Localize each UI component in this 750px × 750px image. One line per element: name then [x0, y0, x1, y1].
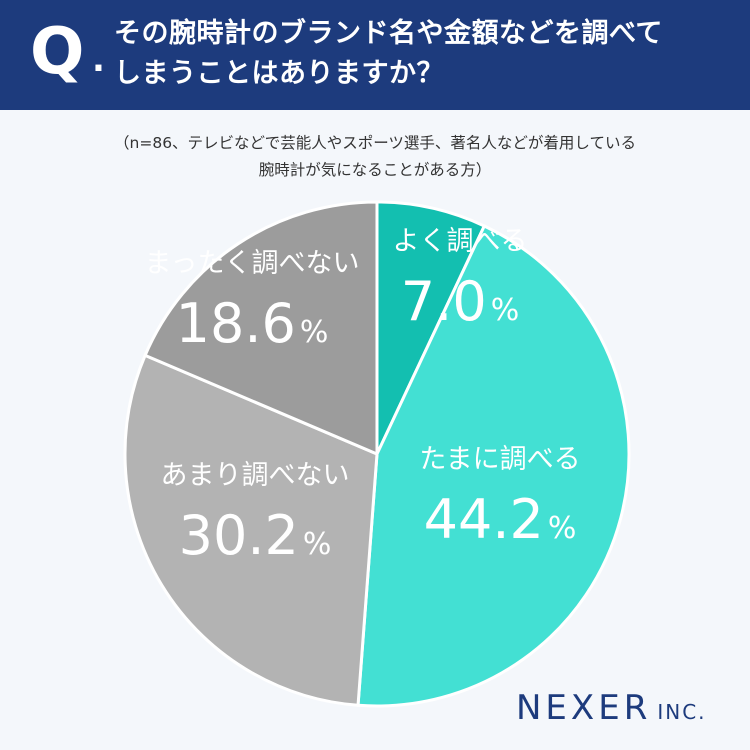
- pie-slice-1: [375, 200, 487, 455]
- question-mark-letter: Q: [30, 15, 85, 89]
- slice-unit-3: %: [303, 527, 332, 562]
- slice-label-3: あまり調べない: [161, 460, 350, 491]
- pie-slice-2: [356, 223, 631, 708]
- slice-label-2: たまに調べる: [419, 444, 580, 475]
- slice-unit-1: %: [491, 293, 520, 328]
- slice-label-1: よく調べる: [393, 226, 528, 257]
- slice-unit-2: %: [548, 511, 577, 546]
- pie-slice-3: [123, 353, 379, 707]
- brand-suffix: INC.: [657, 700, 707, 724]
- sample-note-line-1: （n=86、テレビなどで芸能人やスポーツ選手、著名人などが着用している: [114, 134, 636, 152]
- brand-logo: NEXER INC.: [516, 688, 707, 728]
- sample-note: （n=86、テレビなどで芸能人やスポーツ選手、著名人などが着用している 腕時計が…: [0, 130, 750, 184]
- question-line-2: しまうことはありますか？: [114, 58, 444, 89]
- question-header: Q . その腕時計のブランド名や金額などを調べて しまうことはありますか？: [0, 0, 750, 110]
- sample-note-line-2: 腕時計が気になることがある方）: [258, 161, 492, 179]
- slice-label-4: まったく調べない: [145, 248, 360, 279]
- question-mark-dot: .: [92, 40, 105, 80]
- question-text: その腕時計のブランド名や金額などを調べて しまうことはありますか？: [114, 14, 734, 94]
- question-line-1: その腕時計のブランド名や金額などを調べて: [114, 18, 663, 49]
- brand-name: NEXER: [516, 688, 652, 728]
- pie-slice-4: [143, 200, 379, 457]
- slice-unit-4: %: [300, 315, 329, 350]
